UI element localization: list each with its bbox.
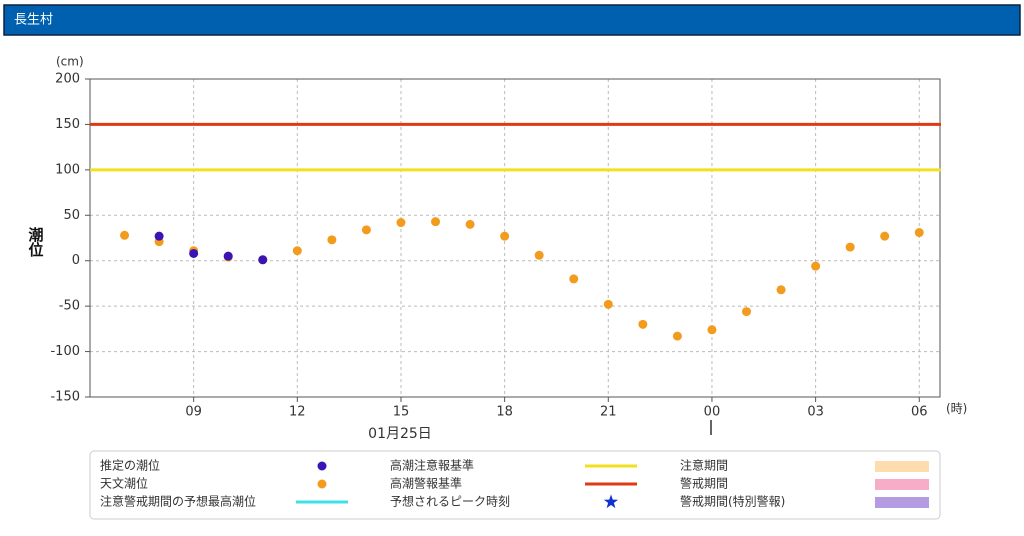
y-tick-label: 150: [55, 117, 80, 132]
plot-area: [90, 79, 940, 397]
point: [672, 331, 682, 341]
legend-label: 警戒期間: [680, 476, 728, 491]
legend-label: 高潮警報基準: [390, 476, 462, 491]
point: [120, 230, 130, 240]
point: [327, 235, 337, 245]
x-unit: (時): [946, 402, 967, 416]
point: [465, 219, 475, 229]
x-tick-label: 00: [704, 405, 721, 420]
legend-symbol: [317, 479, 327, 489]
point: [880, 231, 890, 241]
legend-label: 天文潮位: [100, 476, 148, 491]
point: [396, 218, 406, 228]
y-tick-label: 100: [55, 162, 80, 177]
point: [776, 285, 786, 295]
x-tick-label: 21: [600, 405, 617, 420]
y-tick-label: -150: [50, 390, 80, 405]
header-bar: [3, 4, 1021, 36]
legend-box: [89, 450, 941, 520]
point: [361, 225, 371, 235]
x-tick-label: 06: [911, 405, 928, 420]
y-tick-label: -100: [50, 344, 80, 359]
y-unit: (cm): [56, 55, 84, 69]
point: [811, 261, 821, 271]
point: [292, 246, 302, 256]
legend-symbol: [875, 461, 929, 472]
legend-label: 予想されるピーク時刻: [390, 494, 510, 509]
point: [154, 231, 164, 241]
legend-symbol: [603, 494, 619, 509]
legend-label: 推定の潮位: [100, 458, 160, 473]
point: [258, 255, 268, 265]
x-tick-label: 12: [289, 405, 306, 420]
point: [603, 299, 613, 309]
legend-symbol: [875, 479, 929, 490]
y-tick-label: 0: [72, 253, 80, 268]
point: [914, 228, 924, 238]
y-tick-label: 200: [55, 72, 80, 87]
y-axis-title: 潮位: [27, 226, 45, 257]
y-tick-label: 50: [63, 208, 80, 223]
y-tick-label: -50: [59, 299, 80, 314]
point: [189, 248, 199, 258]
point: [569, 274, 579, 284]
date-label: 01月25日: [368, 426, 432, 442]
x-tick-label: 09: [185, 405, 202, 420]
legend-symbol: [317, 461, 327, 471]
x-tick-label: 03: [807, 405, 824, 420]
x-tick-label: 18: [496, 405, 513, 420]
point: [638, 319, 648, 329]
point: [742, 307, 752, 317]
point: [223, 251, 233, 261]
x-tick-label: 15: [393, 405, 410, 420]
legend-label: 高潮注意報基準: [390, 458, 474, 473]
legend-symbol: [875, 497, 929, 508]
legend-label: 警戒期間(特別警報): [680, 494, 785, 509]
header-title: 長生村: [14, 13, 53, 28]
legend-label: 注意警戒期間の予想最高潮位: [100, 494, 256, 509]
point: [431, 217, 441, 227]
legend-label: 注意期間: [680, 458, 728, 473]
point: [845, 242, 855, 252]
point: [534, 250, 544, 260]
point: [500, 231, 510, 241]
point: [707, 325, 717, 335]
plot-frame: [89, 78, 941, 398]
